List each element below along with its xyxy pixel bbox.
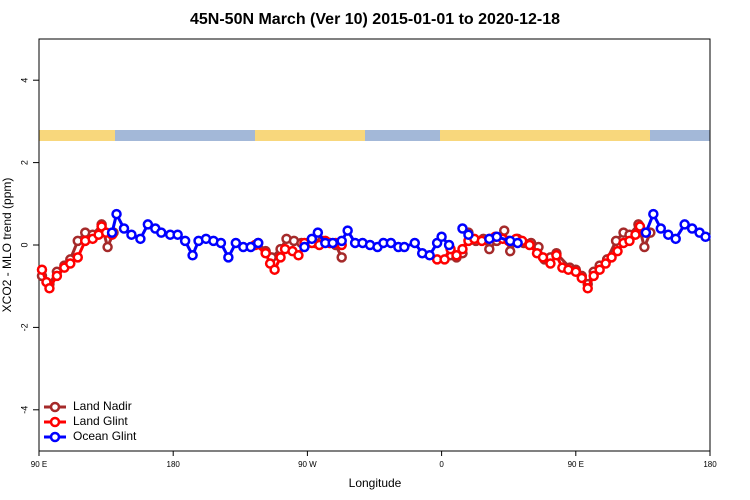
point: [44, 283, 55, 294]
legend-label: Land Nadir: [73, 399, 132, 413]
point: [624, 235, 635, 247]
point: [424, 250, 435, 261]
point: [36, 264, 48, 275]
point: [215, 237, 227, 249]
legend-label: Land Glint: [73, 414, 128, 428]
point: [640, 227, 652, 238]
y-tick-label: 4: [19, 78, 29, 83]
point: [686, 223, 698, 234]
point: [545, 258, 556, 269]
y-axis-label: XCO2 - MLO trend (ppm): [0, 178, 14, 313]
point: [172, 229, 183, 240]
chart-title: 45N-50N March (Ver 10) 2015-01-01 to 202…: [190, 11, 560, 28]
ocean-strip: [39, 130, 710, 141]
x-tick-label: 180: [703, 460, 717, 469]
y-tick-label: -4: [19, 406, 29, 414]
x-tick-label: 0: [439, 460, 444, 469]
point: [260, 247, 271, 259]
point: [570, 266, 582, 278]
point: [491, 231, 503, 243]
point: [457, 223, 468, 234]
land-mask: [39, 130, 710, 141]
x-axis-label: Longitude: [349, 476, 402, 490]
point: [142, 219, 154, 230]
point: [443, 239, 455, 251]
point: [512, 237, 523, 249]
point: [451, 250, 462, 261]
legend-marker: [49, 416, 61, 428]
x-tick-label: 180: [167, 460, 181, 469]
point: [312, 227, 324, 238]
point: [336, 235, 347, 247]
point: [648, 208, 659, 220]
point: [439, 254, 450, 265]
point: [275, 252, 286, 263]
point: [409, 237, 421, 249]
point: [655, 223, 667, 234]
y-tick-label: 0: [19, 242, 29, 247]
point: [245, 241, 256, 253]
point: [111, 208, 122, 220]
point: [612, 245, 623, 257]
point: [156, 227, 167, 238]
point: [230, 237, 242, 249]
point: [600, 258, 611, 269]
y-tick-label: 2: [19, 160, 29, 165]
point: [385, 237, 397, 249]
point: [436, 231, 447, 243]
point: [306, 233, 318, 245]
point: [639, 241, 650, 253]
land-strip: [440, 130, 650, 141]
point: [293, 250, 304, 261]
point: [336, 252, 347, 263]
land-strip: [39, 130, 115, 141]
legend-marker: [49, 431, 61, 443]
point: [299, 241, 310, 253]
point: [399, 241, 410, 253]
x-tick-label: 90 W: [298, 460, 317, 469]
point: [135, 233, 146, 245]
point: [662, 229, 674, 240]
point: [118, 223, 130, 234]
point: [670, 233, 681, 245]
point: [504, 245, 516, 257]
point: [630, 229, 641, 240]
point: [463, 229, 474, 240]
point: [679, 219, 690, 230]
x-tick-label: 90 E: [31, 460, 47, 469]
point: [126, 229, 137, 240]
point: [498, 225, 510, 236]
point: [223, 252, 234, 263]
x-tick-label: 90 E: [568, 460, 584, 469]
land-strip: [255, 130, 365, 141]
point: [524, 239, 535, 251]
point: [65, 258, 76, 269]
point: [269, 264, 280, 275]
point: [102, 241, 113, 253]
point: [582, 283, 593, 294]
point: [594, 264, 605, 275]
point: [179, 235, 191, 247]
point: [537, 252, 549, 263]
legend-marker: [49, 401, 61, 413]
y-tick-label: -2: [19, 323, 29, 331]
point: [51, 270, 63, 282]
point: [576, 272, 588, 284]
point: [106, 227, 118, 238]
point: [634, 221, 646, 232]
point: [72, 252, 84, 263]
point: [187, 250, 198, 261]
point: [606, 252, 617, 263]
point: [327, 237, 338, 249]
legend-label: Ocean Glint: [73, 429, 137, 443]
point: [252, 237, 264, 249]
point: [588, 270, 599, 282]
point: [551, 250, 562, 261]
point: [457, 243, 468, 255]
point: [342, 225, 353, 236]
point: [484, 243, 495, 255]
point: [700, 231, 711, 243]
